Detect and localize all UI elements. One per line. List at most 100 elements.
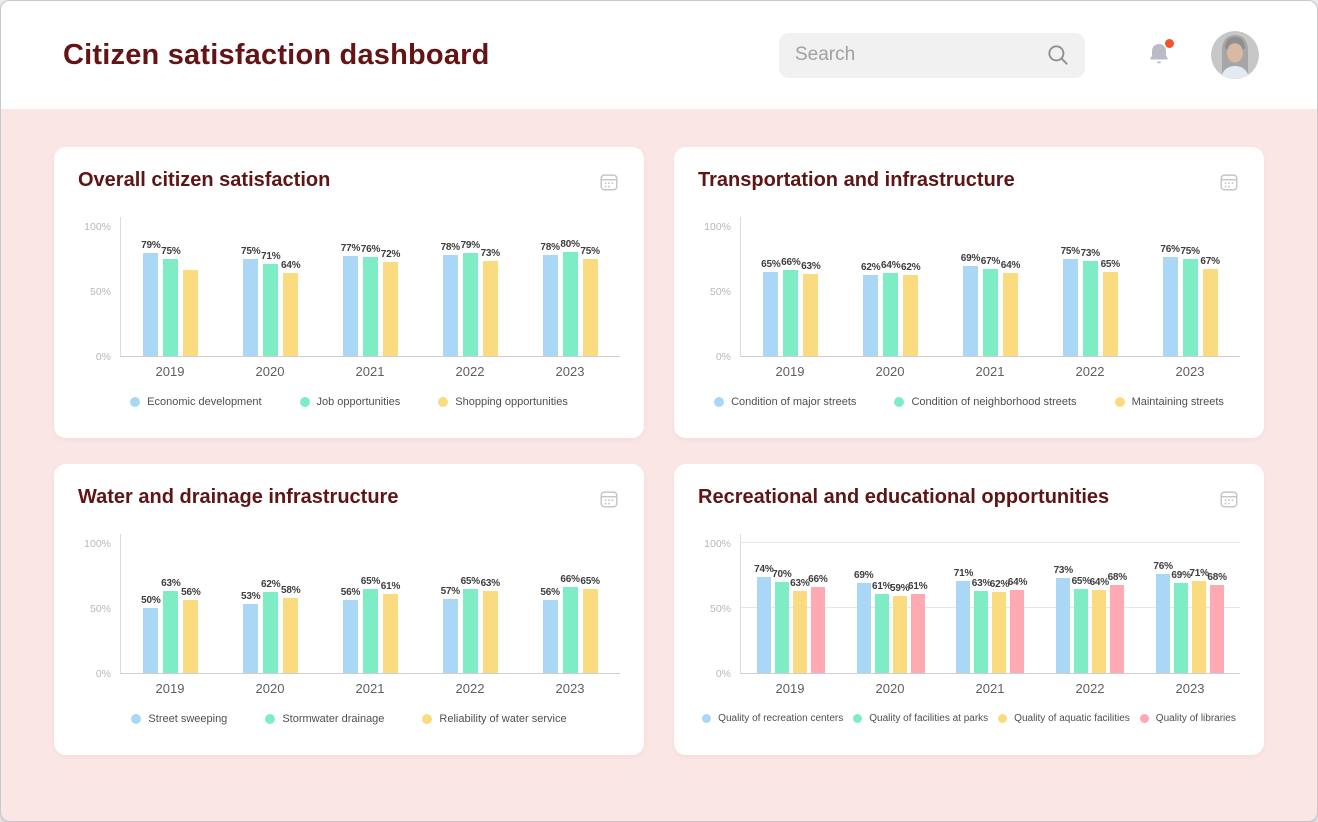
bar[interactable]	[342, 600, 358, 673]
bar[interactable]	[810, 587, 825, 673]
bar-value-label: 63%	[801, 261, 821, 273]
legend-item[interactable]: Condition of neighborhood streets	[894, 396, 1077, 408]
bar[interactable]	[143, 608, 159, 673]
bar[interactable]	[163, 258, 179, 356]
bar[interactable]	[863, 275, 879, 356]
bar[interactable]	[910, 593, 925, 673]
calendar-button[interactable]	[598, 171, 620, 193]
bar[interactable]	[283, 597, 299, 673]
legend-item[interactable]: Reliability of water service	[422, 713, 567, 725]
bar[interactable]	[382, 262, 398, 356]
bar[interactable]	[382, 593, 398, 673]
bar[interactable]	[562, 587, 578, 673]
bar[interactable]	[362, 588, 378, 673]
x-axis-labels: 2019 2020 2021 2022 2023	[120, 681, 620, 696]
bar[interactable]	[783, 270, 799, 356]
search-bar[interactable]	[779, 32, 1085, 78]
bar[interactable]	[542, 254, 558, 356]
bar[interactable]	[582, 258, 598, 356]
bar[interactable]	[342, 255, 358, 356]
bar[interactable]	[1010, 589, 1025, 673]
legend-item[interactable]: Quality of aquatic facilities	[998, 713, 1130, 724]
legend-label: Maintaining streets	[1131, 396, 1224, 408]
bar-value-label: 62%	[260, 579, 281, 591]
bar[interactable]	[183, 600, 199, 673]
bar[interactable]	[263, 263, 279, 356]
bar[interactable]	[1074, 588, 1089, 673]
legend-item[interactable]: Street sweeping	[131, 713, 227, 725]
bar-slot: 75%	[161, 226, 181, 356]
legend-item[interactable]: Maintaining streets	[1114, 396, 1224, 408]
bar[interactable]	[263, 592, 279, 673]
bar[interactable]	[992, 592, 1007, 673]
bar-value-label: 77%	[340, 242, 361, 254]
bar[interactable]	[874, 593, 889, 673]
bar[interactable]	[542, 600, 558, 673]
bar-slot: 65%	[1101, 226, 1120, 356]
bar[interactable]	[1056, 578, 1071, 673]
bell-icon	[1147, 44, 1171, 71]
bar[interactable]	[974, 591, 989, 673]
bar[interactable]	[1102, 271, 1118, 356]
bar[interactable]	[442, 254, 458, 356]
bar[interactable]	[183, 270, 199, 356]
search-icon[interactable]	[1045, 42, 1071, 68]
bar[interactable]	[243, 258, 259, 356]
bar[interactable]	[1202, 268, 1218, 356]
legend-item[interactable]: Quality of recreation centers	[702, 713, 843, 724]
bar[interactable]	[482, 591, 498, 673]
legend-item[interactable]: Job opportunities	[299, 396, 400, 408]
calendar-button[interactable]	[1218, 488, 1240, 510]
legend-item[interactable]: Quality of facilities at parks	[853, 713, 988, 724]
bar[interactable]	[283, 272, 299, 356]
bar[interactable]	[243, 604, 259, 673]
bar[interactable]	[1002, 272, 1018, 356]
bar[interactable]	[903, 275, 919, 356]
bar[interactable]	[462, 253, 478, 356]
legend-item[interactable]: Quality of libraries	[1139, 713, 1236, 724]
bar[interactable]	[163, 591, 179, 673]
bar-value-label: 63%	[971, 578, 992, 590]
bar[interactable]	[462, 588, 478, 673]
bar[interactable]	[1162, 257, 1178, 356]
bar[interactable]	[883, 272, 899, 356]
bar-slot: 66%	[560, 543, 580, 673]
bar[interactable]	[143, 253, 159, 356]
bar[interactable]	[956, 580, 971, 673]
notification-bell-button[interactable]	[1147, 39, 1174, 71]
bar[interactable]	[763, 271, 779, 356]
bar[interactable]	[442, 598, 458, 673]
bar[interactable]	[1210, 584, 1225, 673]
user-avatar[interactable]	[1211, 31, 1259, 79]
y-tick-label: 0%	[715, 351, 731, 363]
bar[interactable]	[803, 274, 819, 356]
bar-slot: 70%	[772, 543, 792, 673]
bar[interactable]	[482, 261, 498, 356]
bar[interactable]	[562, 252, 578, 356]
bar[interactable]	[1182, 258, 1198, 356]
legend-item[interactable]: Stormwater drainage	[265, 713, 384, 725]
legend-item[interactable]: Condition of major streets	[714, 396, 856, 408]
bar[interactable]	[892, 596, 907, 673]
calendar-button[interactable]	[1218, 171, 1240, 193]
bar[interactable]	[582, 588, 598, 673]
legend-item[interactable]: Shopping opportunities	[438, 396, 568, 408]
bar[interactable]	[792, 591, 807, 673]
bar[interactable]	[982, 268, 998, 356]
bar[interactable]	[1110, 584, 1125, 673]
bar[interactable]	[1092, 589, 1107, 673]
calendar-button[interactable]	[598, 488, 620, 510]
bar[interactable]	[362, 257, 378, 356]
bar[interactable]	[856, 583, 871, 673]
bar[interactable]	[1156, 574, 1171, 673]
legend-item[interactable]: Economic development	[130, 396, 262, 408]
bar[interactable]	[1062, 258, 1078, 356]
bar[interactable]	[1082, 261, 1098, 356]
bar[interactable]	[756, 576, 771, 673]
bar[interactable]	[1174, 583, 1189, 673]
bar[interactable]	[1192, 580, 1207, 673]
bar[interactable]	[962, 266, 978, 356]
bar-slot: 50%	[141, 543, 161, 673]
bar[interactable]	[774, 582, 789, 673]
search-input[interactable]	[795, 44, 1045, 66]
